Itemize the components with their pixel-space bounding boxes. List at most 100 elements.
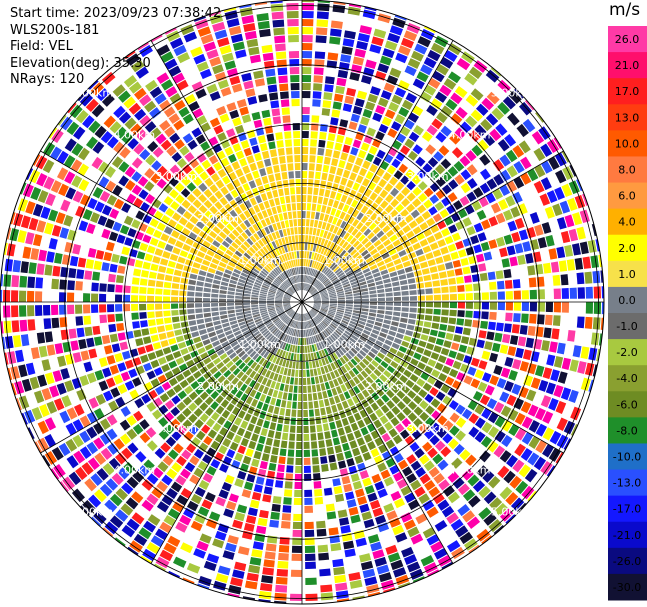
velocity-gate: [212, 477, 223, 488]
velocity-gate: [397, 80, 410, 91]
velocity-gate: [146, 493, 159, 506]
velocity-gate: [541, 221, 552, 234]
velocity-gate: [337, 295, 345, 298]
velocity-gate: [434, 520, 448, 532]
velocity-gate: [188, 391, 198, 401]
velocity-gate: [396, 478, 408, 489]
velocity-gate: [224, 330, 233, 336]
velocity-gate: [123, 304, 131, 312]
velocity-gate: [244, 386, 252, 395]
velocity-gate: [288, 235, 292, 244]
velocity-gate: [420, 334, 429, 341]
velocity-gate: [208, 11, 221, 17]
velocity-gate: [259, 300, 267, 302]
velocity-gate: [363, 416, 372, 426]
velocity-gate: [401, 385, 411, 394]
velocity-gate: [473, 311, 481, 319]
velocity-gate: [217, 265, 225, 272]
velocity-gate: [243, 302, 251, 306]
velocity-gate: [432, 249, 442, 258]
velocity-gate: [364, 271, 372, 277]
velocity-gate: [379, 10, 392, 16]
velocity-gate: [434, 91, 448, 103]
velocity-gate: [221, 175, 231, 185]
velocity-gate: [396, 411, 406, 422]
velocity-gate: [193, 548, 206, 559]
velocity-gate: [59, 227, 70, 239]
velocity-gate: [59, 481, 69, 493]
velocity-gate: [316, 367, 322, 376]
velocity-gate: [103, 115, 116, 129]
velocity-gate: [395, 244, 404, 252]
velocity-gate: [255, 355, 263, 363]
velocity-gate: [343, 540, 355, 550]
velocity-gate: [101, 262, 110, 272]
velocity-gate: [449, 302, 457, 309]
velocity-gate: [141, 328, 150, 336]
colorbar-swatch: [608, 286, 647, 314]
velocity-gate: [297, 409, 302, 417]
velocity-gate: [487, 412, 499, 424]
velocity-gate: [351, 199, 359, 208]
velocity-gate: [111, 156, 124, 168]
velocity-gate: [261, 109, 271, 119]
velocity-gate: [354, 329, 362, 335]
velocity-gate: [302, 139, 309, 147]
velocity-gate: [245, 284, 253, 289]
velocity-gate: [440, 246, 449, 255]
velocity-gate: [513, 397, 524, 410]
velocity-gate: [427, 358, 437, 368]
velocity-gate: [273, 27, 285, 36]
velocity-gate: [200, 352, 209, 360]
velocity-gate: [241, 255, 249, 263]
velocity-gate: [196, 376, 206, 385]
velocity-gate: [27, 290, 35, 302]
velocity-gate: [313, 280, 319, 287]
velocity-gate: [356, 352, 364, 360]
velocity-gate: [116, 322, 125, 332]
velocity-gate: [343, 232, 350, 240]
velocity-gate: [139, 115, 152, 127]
velocity-gate: [135, 338, 144, 347]
velocity-gate: [299, 361, 302, 369]
velocity-gate: [72, 352, 82, 363]
velocity-gate: [555, 400, 567, 414]
velocity-gate: [318, 552, 330, 561]
velocity-gate: [395, 423, 405, 433]
velocity-gate: [420, 355, 429, 364]
velocity-gate: [313, 326, 318, 334]
velocity-gate: [243, 240, 251, 249]
colorbar-swatch: [608, 182, 647, 210]
velocity-gate: [295, 369, 299, 377]
velocity-gate: [160, 51, 174, 63]
velocity-gate: [214, 530, 227, 541]
velocity-gate: [396, 133, 407, 144]
velocity-gate: [479, 272, 488, 282]
velocity-gate: [284, 236, 289, 245]
velocity-gate: [291, 553, 302, 561]
velocity-gate: [452, 497, 465, 510]
velocity-gate: [76, 389, 87, 401]
velocity-gate: [391, 395, 401, 405]
velocity-gate: [427, 259, 436, 267]
velocity-gate: [79, 375, 90, 387]
velocity-gate: [344, 254, 352, 262]
velocity-gate: [397, 505, 409, 516]
velocity-gate: [467, 400, 478, 411]
velocity-gate: [1, 258, 6, 271]
velocity-gate: [228, 171, 237, 181]
velocity-gate: [264, 226, 271, 235]
velocity-gate: [452, 64, 466, 77]
velocity-gate: [261, 575, 274, 584]
velocity-gate: [150, 359, 160, 369]
velocity-gate: [210, 390, 220, 400]
velocity-gate: [283, 497, 292, 505]
velocity-gate: [404, 435, 415, 446]
velocity-gate: [131, 219, 141, 229]
velocity-gate: [86, 441, 99, 455]
velocity-gate: [339, 435, 348, 444]
velocity-gate: [329, 298, 337, 301]
velocity-gate: [272, 389, 279, 398]
velocity-gate: [319, 311, 327, 316]
velocity-gate: [172, 322, 181, 330]
